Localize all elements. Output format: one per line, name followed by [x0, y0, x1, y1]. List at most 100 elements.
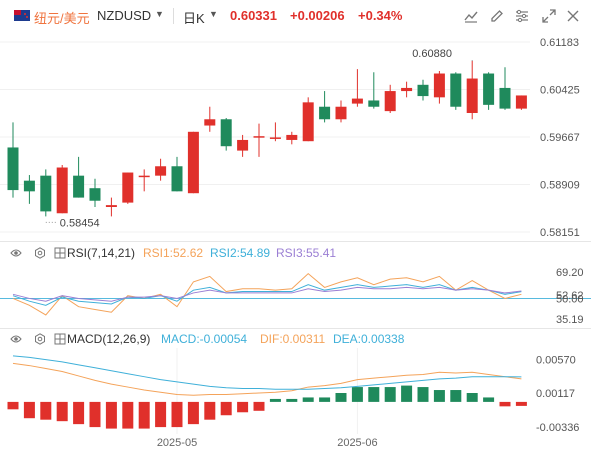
candlestick-chart[interactable]: 0.61183 0.60425 0.59667 0.58909 0.58151 0.60… [0, 32, 591, 242]
macd-histogram-bar [253, 401, 265, 411]
candle-body [286, 134, 298, 140]
x-axis-label: 2025-06 [337, 437, 377, 449]
macd-histogram-bar [499, 401, 511, 407]
fullscreen-icon[interactable] [541, 8, 557, 24]
pair-name[interactable]: 纽元/美元 [34, 11, 90, 26]
divider [173, 8, 174, 24]
low-price-label: 0.58454 [60, 217, 100, 229]
macd-histogram-bar [302, 397, 314, 402]
macd-histogram-bar [351, 387, 363, 402]
macd-histogram-bar [7, 401, 19, 410]
macd-histogram-bar [450, 390, 462, 402]
candle-body [319, 106, 331, 120]
candle-body [187, 131, 199, 194]
price-change: +0.00206 [290, 8, 345, 23]
macd-histogram-bar [269, 398, 281, 402]
macd-y-label: 0.00570 [536, 355, 576, 367]
candle-body [73, 175, 85, 198]
macd-histogram-bar [368, 387, 380, 402]
period-selector[interactable]: 日K [183, 11, 205, 26]
macd-histogram-bar [319, 397, 331, 402]
rsi3-value: RSI3:55.41 [276, 246, 337, 260]
macd-histogram-bar [105, 401, 117, 429]
rsi-title[interactable]: RSI(7,14,21) [67, 246, 136, 260]
edit-icon[interactable] [489, 8, 505, 24]
macd-histogram-bar [220, 401, 232, 416]
indicator-grid-icon[interactable] [54, 333, 66, 345]
macd-histogram-bar [433, 390, 445, 402]
rsi2-value: RSI2:54.89 [210, 246, 271, 260]
macd-histogram-bar [384, 387, 396, 402]
candle-body [269, 137, 281, 139]
candle-body [351, 98, 363, 104]
rsi1-value: RSI1:52.62 [143, 246, 204, 260]
macd-histogram-bar [56, 401, 68, 422]
y-axis-label: 0.61183 [540, 37, 579, 49]
panel-divider [0, 328, 591, 329]
candle-body [466, 78, 478, 113]
candle-body [220, 119, 232, 147]
rsi2-line [12, 284, 522, 306]
symbol-selector[interactable]: NZDUSD [97, 8, 152, 23]
macd-title[interactable]: MACD(12,26,9) [67, 332, 151, 346]
macd-histogram-bar [171, 401, 183, 428]
dif-value: DIF:0.00311 [260, 332, 326, 346]
chart-type-icon[interactable] [463, 8, 479, 24]
x-axis-label: 2025-05 [157, 437, 197, 449]
candle-body [499, 87, 511, 109]
macd-value: MACD:-0.00054 [161, 332, 248, 346]
price-change-percent: +0.34% [358, 8, 403, 23]
candle-body [417, 84, 429, 97]
macd-histogram-bar [89, 401, 101, 428]
macd-histogram-bar [73, 401, 85, 425]
eye-icon[interactable] [10, 333, 22, 345]
dea-line [12, 355, 522, 390]
candle-body [253, 136, 265, 138]
y-axis-label: 0.58151 [540, 227, 580, 239]
macd-chart[interactable]: 0.00570 0.00117 -0.00336 2025-05 2025-06 [0, 348, 591, 455]
macd-y-label: 0.00117 [536, 388, 575, 400]
macd-histogram-bar [466, 393, 478, 402]
high-price-label: 0.60880 [412, 48, 452, 60]
candle-body [138, 175, 150, 178]
macd-histogram-bar [138, 401, 150, 429]
flag-icon [14, 10, 30, 21]
candle-body [335, 106, 347, 120]
macd-histogram-bar [40, 401, 52, 420]
candle-body [89, 188, 101, 201]
macd-histogram-bar [23, 401, 35, 419]
gear-icon[interactable] [34, 247, 46, 259]
dea-value: DEA:0.00338 [333, 332, 405, 346]
candle-body [384, 91, 396, 112]
candle-body [40, 175, 52, 212]
macd-histogram-bar [417, 387, 429, 402]
settings-icon[interactable] [514, 8, 530, 24]
macd-histogram-bar [204, 401, 216, 420]
candle-body [302, 102, 314, 142]
macd-histogram-bar [237, 401, 249, 413]
rsi1-line [12, 272, 522, 316]
eye-icon[interactable] [10, 247, 22, 259]
last-price: 0.60331 [230, 8, 277, 23]
close-icon[interactable] [565, 8, 581, 24]
panel-divider [0, 241, 591, 242]
macd-y-label: -0.00336 [536, 422, 579, 434]
chevron-down-icon[interactable]: ▼ [209, 9, 218, 19]
candle-body [450, 73, 462, 107]
chevron-down-icon[interactable]: ▼ [155, 9, 164, 19]
candle-body [204, 119, 216, 126]
rsi-y-label: 52.62 [556, 290, 584, 302]
macd-histogram-bar [187, 401, 199, 425]
indicator-grid-icon[interactable] [54, 247, 66, 259]
macd-histogram-bar [122, 401, 134, 429]
candle-body [56, 167, 68, 214]
toolbar: 纽元/美元 NZDUSD ▼ 日K ▼ 0.60331 +0.00206 +0.… [0, 0, 591, 32]
macd-histogram-bar [401, 385, 413, 402]
macd-histogram-bar [483, 397, 495, 402]
gear-icon[interactable] [34, 333, 46, 345]
y-axis-label: 0.58909 [540, 180, 580, 192]
candle-body [237, 139, 249, 151]
candle-body [105, 205, 117, 207]
